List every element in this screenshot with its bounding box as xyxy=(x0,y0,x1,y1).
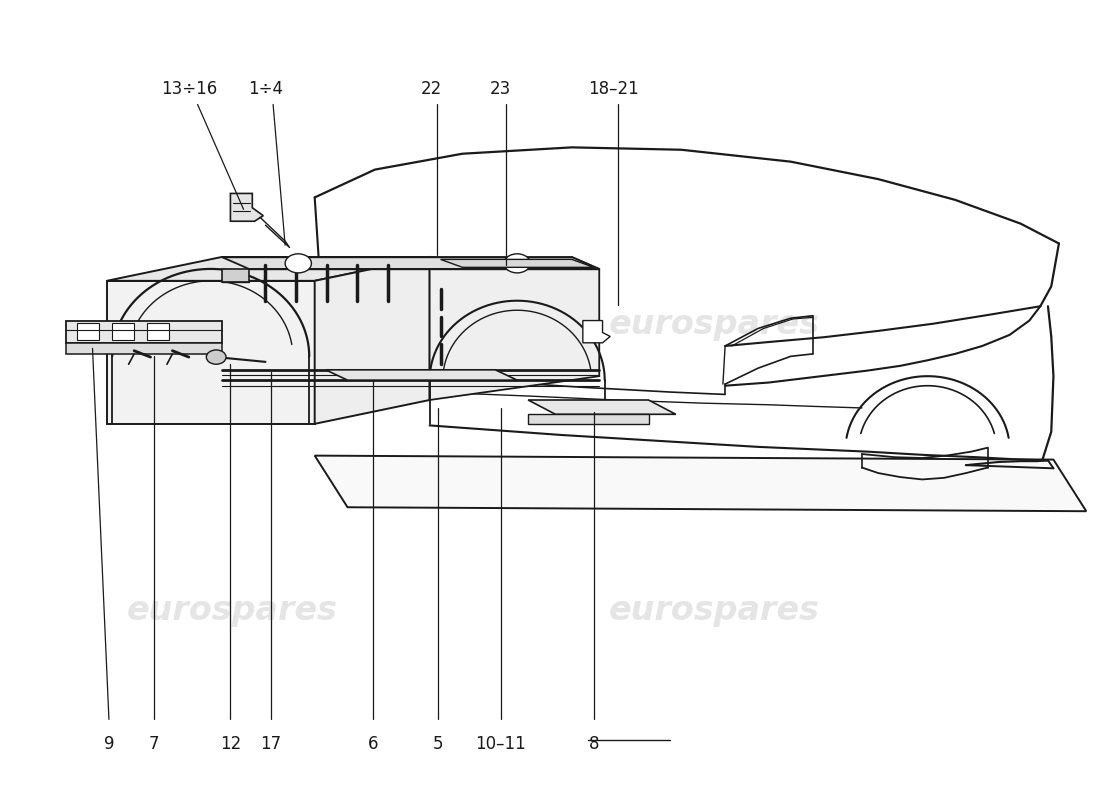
Text: 23: 23 xyxy=(491,80,512,98)
Text: 9: 9 xyxy=(103,735,114,754)
Polygon shape xyxy=(230,194,263,222)
Polygon shape xyxy=(430,257,600,400)
Polygon shape xyxy=(107,257,430,281)
Polygon shape xyxy=(528,414,649,424)
Text: eurospares: eurospares xyxy=(128,308,338,341)
Text: 1÷4: 1÷4 xyxy=(248,80,283,98)
Polygon shape xyxy=(112,323,134,341)
Text: 6: 6 xyxy=(367,735,378,754)
Text: 10–11: 10–11 xyxy=(475,735,526,754)
Polygon shape xyxy=(326,370,517,380)
Polygon shape xyxy=(583,321,610,342)
Polygon shape xyxy=(77,323,99,341)
Text: 8: 8 xyxy=(588,735,600,754)
Text: eurospares: eurospares xyxy=(128,594,338,627)
Polygon shape xyxy=(222,269,249,282)
Text: 5: 5 xyxy=(433,735,443,754)
Text: 13÷16: 13÷16 xyxy=(161,80,217,98)
Polygon shape xyxy=(107,281,315,424)
Polygon shape xyxy=(315,456,1087,511)
Polygon shape xyxy=(66,321,222,342)
Circle shape xyxy=(285,254,311,273)
Circle shape xyxy=(504,254,530,273)
Polygon shape xyxy=(222,257,600,269)
Text: 22: 22 xyxy=(421,80,442,98)
Polygon shape xyxy=(147,323,169,341)
Text: 12: 12 xyxy=(220,735,241,754)
Polygon shape xyxy=(441,259,594,267)
Text: 18–21: 18–21 xyxy=(588,80,639,98)
Circle shape xyxy=(207,350,226,364)
Text: 7: 7 xyxy=(148,735,159,754)
Polygon shape xyxy=(66,342,222,354)
Text: eurospares: eurospares xyxy=(608,308,820,341)
Text: 17: 17 xyxy=(261,735,282,754)
Polygon shape xyxy=(315,257,430,424)
Polygon shape xyxy=(528,400,675,414)
Text: eurospares: eurospares xyxy=(608,594,820,627)
